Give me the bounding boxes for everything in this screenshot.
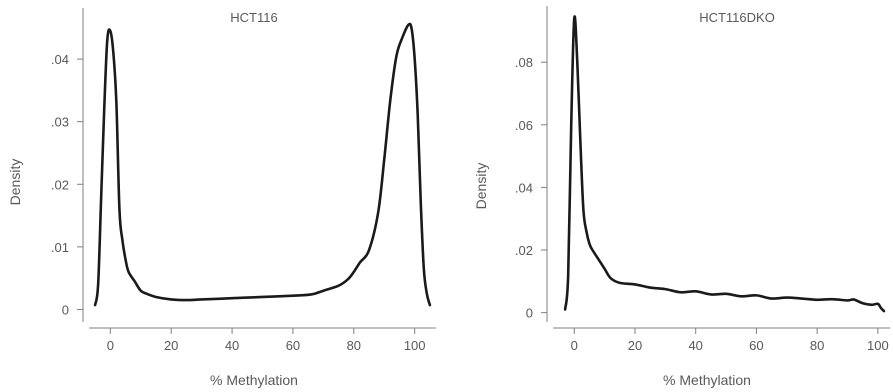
- chart-panel-hct116dko: HCT116DKO % Methylation Density 0 20 40 60 8…: [473, 6, 890, 388]
- y-tick-label: 0: [526, 306, 533, 321]
- x-tick-label: 20: [164, 338, 178, 353]
- panel-title: HCT116: [230, 10, 277, 25]
- x-tick-label: 0: [107, 338, 114, 353]
- x-tick-label: 80: [347, 338, 361, 353]
- x-tick-label: 0: [571, 338, 578, 353]
- y-tick-label: .01: [51, 240, 69, 255]
- y-tick-label: .08: [515, 55, 533, 70]
- x-axis-title: % Methylation: [210, 372, 298, 388]
- panel-title: HCT116DKO: [699, 10, 775, 25]
- x-axis-title: % Methylation: [663, 372, 751, 388]
- y-tick-label: .03: [51, 115, 69, 130]
- x-tick-label: 60: [749, 338, 763, 353]
- density-curve: [563, 15, 886, 313]
- x-tick-label: 40: [688, 338, 702, 353]
- x-tick-label: 60: [286, 338, 300, 353]
- x-tick-label: 20: [628, 338, 642, 353]
- density-curve: [93, 22, 432, 307]
- x-tick-label: 80: [810, 338, 824, 353]
- y-tick-label: .04: [515, 180, 533, 195]
- y-tick-label: .04: [51, 52, 69, 67]
- y-axis-title: Density: [473, 163, 489, 210]
- y-axis-title: Density: [7, 159, 23, 206]
- x-tick-label: 40: [225, 338, 239, 353]
- y-tick-label: .02: [515, 243, 533, 258]
- chart-panel-hct116: HCT116 % Methylation Density 0 20 40 60 80 10…: [7, 8, 436, 388]
- x-tick-label: 100: [404, 338, 426, 353]
- y-tick-label: .02: [51, 177, 69, 192]
- x-tick-label: 100: [867, 338, 889, 353]
- y-tick-label: 0: [62, 302, 69, 317]
- y-tick-label: .06: [515, 118, 533, 133]
